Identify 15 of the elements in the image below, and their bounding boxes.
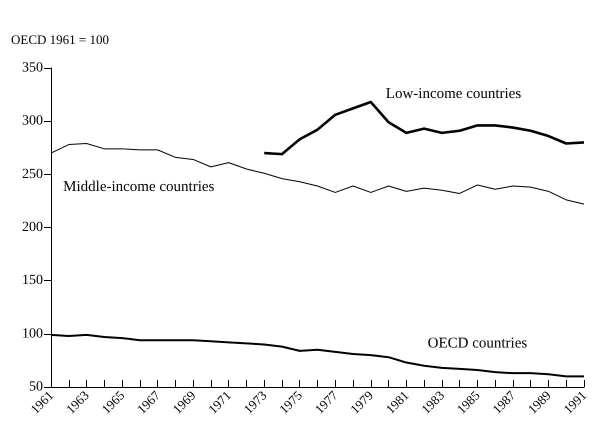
y-tick-label: 150 bbox=[22, 273, 43, 288]
y-tick-label: 50 bbox=[29, 380, 43, 394]
y-axis-title: OECD 1961 = 100 bbox=[11, 32, 109, 47]
series-label: OECD countries bbox=[428, 335, 528, 352]
series-label: Middle-income countries bbox=[63, 179, 215, 196]
x-tick-label: 1991 bbox=[560, 388, 590, 417]
y-tick-label: 100 bbox=[22, 326, 43, 342]
y-tick-label: 350 bbox=[22, 60, 43, 76]
series-label: Low-income countries bbox=[386, 86, 522, 102]
y-tick-label: 300 bbox=[22, 114, 43, 129]
y-tick-label: 250 bbox=[22, 166, 43, 182]
line-series bbox=[262, 100, 586, 156]
y-tick-label: 200 bbox=[22, 220, 43, 235]
x-tick-label: 1971 bbox=[205, 388, 234, 417]
x-tick-label: 1981 bbox=[382, 388, 412, 417]
